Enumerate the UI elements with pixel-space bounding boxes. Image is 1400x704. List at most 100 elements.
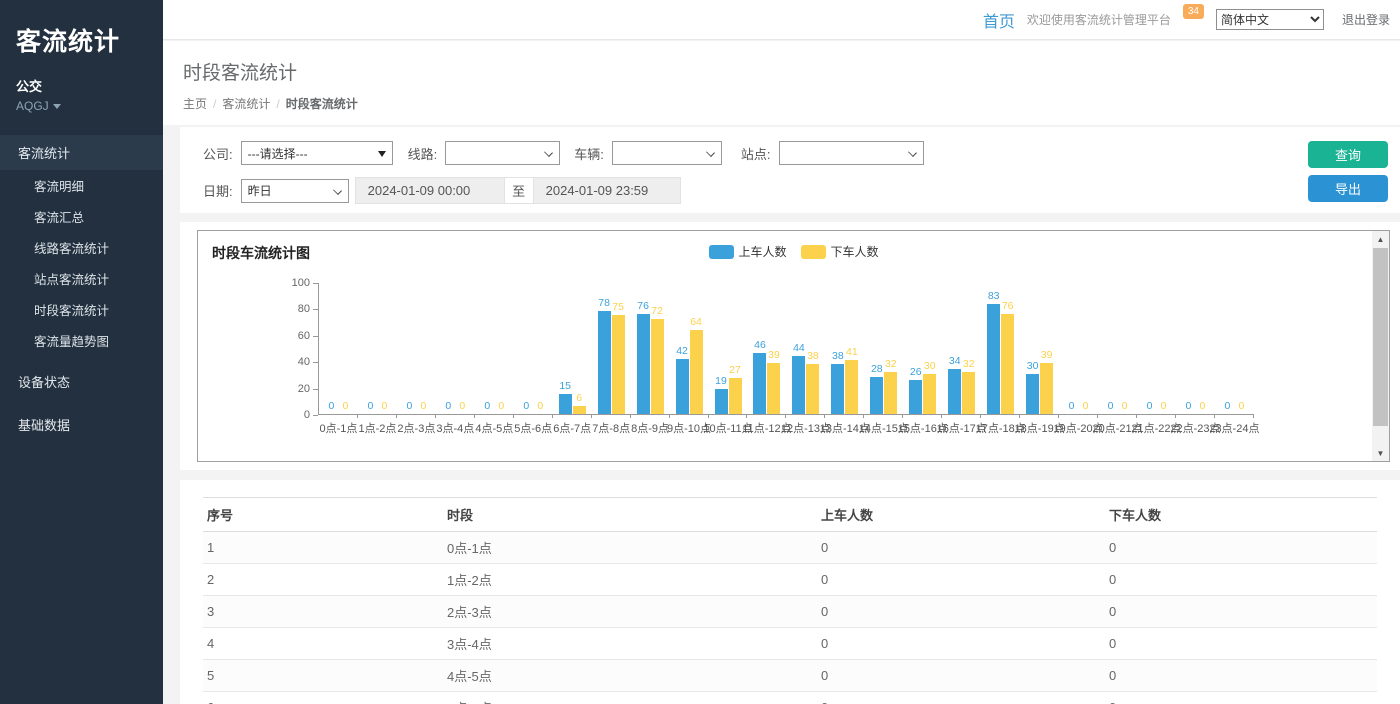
bar-alighting: 30 (923, 374, 936, 414)
x-axis-tick (980, 414, 981, 418)
x-axis-tick (630, 414, 631, 418)
bar-value-label: 32 (963, 358, 975, 370)
station-select[interactable] (779, 141, 924, 165)
table-header-0: 序号 (203, 498, 443, 532)
bar-value-label: 0 (382, 400, 388, 412)
bar-value-label: 15 (559, 380, 571, 392)
chart-category-6: 1566点-7点 (553, 283, 592, 414)
query-button[interactable]: 查询 (1308, 141, 1388, 168)
chevron-down-icon (908, 148, 917, 157)
scrollbar-thumb[interactable] (1373, 248, 1388, 426)
table-cell: 1 (203, 532, 443, 564)
line-select[interactable] (445, 141, 560, 165)
bar-value-label: 27 (729, 364, 741, 376)
date-range-separator: 至 (505, 177, 533, 204)
language-select[interactable]: 简体中文 (1216, 9, 1324, 30)
sidebar-item-5[interactable]: 时段客流统计 (0, 294, 163, 325)
sidebar-item-4[interactable]: 站点客流统计 (0, 263, 163, 294)
bar-value-label: 0 (445, 400, 451, 412)
org-code-dropdown[interactable]: AQGJ (0, 95, 163, 113)
logout-link[interactable]: 退出登录 (1342, 11, 1390, 28)
breadcrumb-current: 时段客流统计 (286, 97, 358, 111)
chart-category-20: 0020点-21点 (1098, 283, 1137, 414)
y-axis-tick: 80 (298, 303, 310, 315)
date-end-input[interactable]: 2024-01-09 23:59 (533, 177, 681, 204)
table-row: 10点-1点00 (203, 532, 1377, 564)
chart-category-21: 0021点-22点 (1137, 283, 1176, 414)
table-row: 43点-4点00 (203, 628, 1377, 660)
bar-value-label: 0 (1186, 400, 1192, 412)
x-axis-tick (1097, 414, 1098, 418)
chart-category-4: 004点-5点 (475, 283, 514, 414)
breadcrumb-section[interactable]: 客流统计 (222, 97, 270, 111)
chart-category-16: 343216点-17点 (942, 283, 981, 414)
x-axis-tick (396, 414, 397, 418)
table-cell: 3点-4点 (443, 628, 817, 660)
breadcrumb: 主页/客流统计/时段客流统计 (183, 95, 1400, 112)
bar-boarding: 46 (753, 353, 766, 414)
chart-category-3: 003点-4点 (436, 283, 475, 414)
x-axis-tick (552, 414, 553, 418)
sidebar-item-8[interactable]: 基础数据 (0, 407, 163, 442)
sidebar-item-6[interactable]: 客流量趋势图 (0, 325, 163, 356)
chevron-down-icon (333, 186, 342, 195)
home-link[interactable]: 首页 (983, 8, 1015, 32)
bar-value-label: 30 (1027, 360, 1039, 372)
bar-alighting: 72 (651, 319, 664, 414)
chart-category-9: 42649点-10点 (670, 283, 709, 414)
table-panel: 序号时段上车人数下车人数 10点-1点0021点-2点0032点-3点0043点… (180, 480, 1400, 704)
table-cell: 0 (1105, 596, 1377, 628)
vehicle-label: 车辆: (574, 144, 604, 163)
bar-value-label: 34 (949, 355, 961, 367)
x-axis-tick (1019, 414, 1020, 418)
table-cell: 0 (817, 596, 1105, 628)
sidebar-item-7[interactable]: 设备状态 (0, 364, 163, 399)
hourly-passenger-table: 序号时段上车人数下车人数 10点-1点0021点-2点0032点-3点0043点… (203, 497, 1377, 704)
breadcrumb-home[interactable]: 主页 (183, 97, 207, 111)
bar-value-label: 46 (754, 339, 766, 351)
vehicle-select[interactable] (612, 141, 722, 165)
org-name: 公交 (0, 58, 163, 95)
table-cell: 4点-5点 (443, 660, 817, 692)
bar-alighting: 64 (690, 330, 703, 414)
table-cell: 0 (1105, 660, 1377, 692)
legend-item-1[interactable]: 下车人数 (801, 243, 879, 260)
sidebar-item-1[interactable]: 客流明细 (0, 170, 163, 201)
company-label: 公司: (203, 144, 233, 163)
chart-category-17: 837617点-18点 (981, 283, 1020, 414)
scroll-up-icon[interactable]: ▲ (1372, 231, 1389, 247)
bar-value-label: 0 (368, 400, 374, 412)
sidebar-item-2[interactable]: 客流汇总 (0, 201, 163, 232)
sidebar-item-0[interactable]: 客流统计 (0, 135, 163, 170)
bar-value-label: 38 (832, 350, 844, 362)
table-cell: 2 (203, 564, 443, 596)
legend-swatch-icon (708, 245, 733, 259)
x-axis-tick (785, 414, 786, 418)
y-axis-tick: 20 (298, 383, 310, 395)
bar-alighting: 32 (962, 372, 975, 414)
scroll-down-icon[interactable]: ▼ (1372, 445, 1389, 461)
bar-value-label: 0 (1147, 400, 1153, 412)
x-axis-label: 2点-3点 (397, 420, 435, 436)
bar-value-label: 39 (768, 349, 780, 361)
chart-scrollbar[interactable]: ▲ ▼ (1372, 231, 1389, 461)
bar-boarding: 83 (987, 304, 1000, 414)
date-start-input[interactable]: 2024-01-09 00:00 (355, 177, 505, 204)
bar-value-label: 42 (676, 345, 688, 357)
bar-boarding: 76 (637, 314, 650, 414)
company-select[interactable]: ---请选择--- (241, 141, 393, 165)
table-cell: 4 (203, 628, 443, 660)
chart-category-11: 463911点-12点 (747, 283, 786, 414)
bar-alighting: 39 (767, 363, 780, 414)
date-preset-select[interactable]: 昨日 (241, 179, 349, 203)
export-button[interactable]: 导出 (1308, 175, 1388, 202)
bar-boarding: 42 (676, 359, 689, 414)
page-title: 时段客流统计 (183, 58, 1400, 85)
x-axis-label: 23点-24点 (1209, 420, 1259, 436)
page-heading: 时段客流统计 主页/客流统计/时段客流统计 (163, 41, 1400, 125)
y-axis-dash (313, 283, 318, 284)
sidebar-item-3[interactable]: 线路客流统计 (0, 232, 163, 263)
legend-item-0[interactable]: 上车人数 (708, 243, 786, 260)
bar-boarding: 19 (715, 389, 728, 414)
chart-category-1: 001点-2点 (358, 283, 397, 414)
